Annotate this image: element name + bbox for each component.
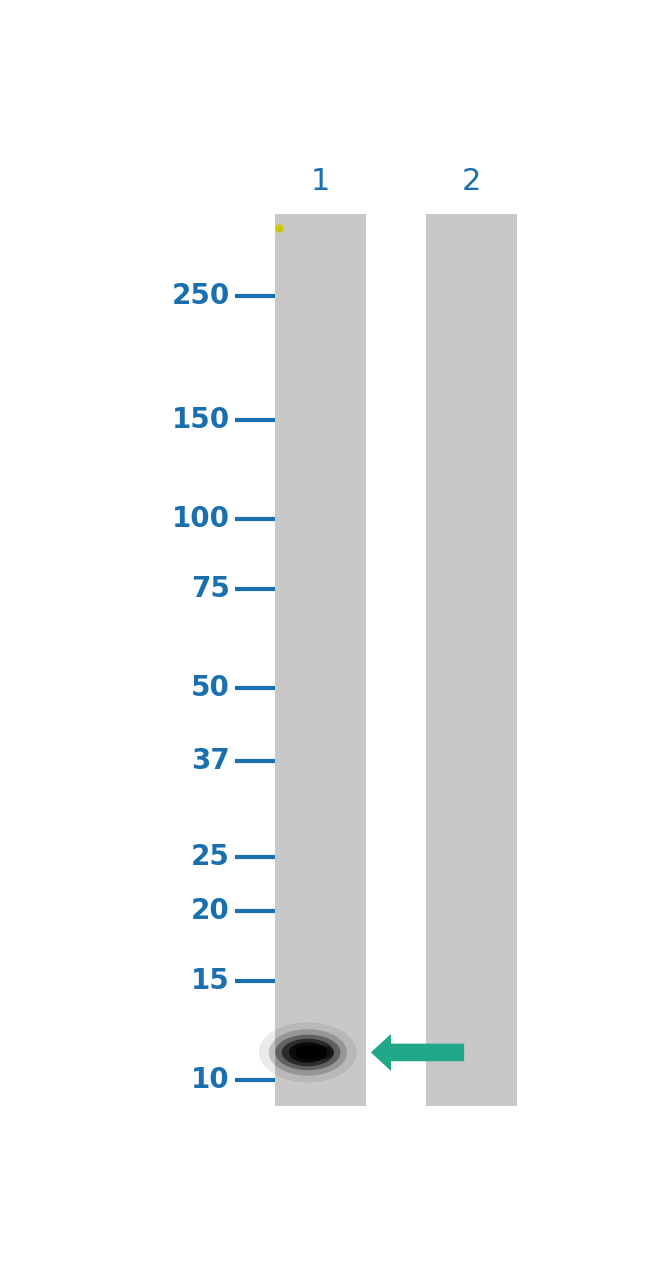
Text: 15: 15 (191, 968, 230, 996)
Ellipse shape (275, 1035, 341, 1071)
Ellipse shape (302, 1048, 315, 1057)
Ellipse shape (307, 1046, 330, 1058)
Bar (275, 215, 366, 1106)
Text: 250: 250 (172, 282, 230, 310)
Ellipse shape (268, 1029, 347, 1076)
Ellipse shape (289, 1043, 327, 1063)
Ellipse shape (281, 1039, 334, 1066)
Text: 2: 2 (462, 168, 482, 197)
Text: 75: 75 (191, 575, 230, 603)
Bar (426, 215, 517, 1106)
Text: 20: 20 (191, 897, 230, 926)
Text: 150: 150 (172, 406, 230, 434)
Text: 100: 100 (172, 505, 230, 533)
Text: 1: 1 (311, 168, 330, 197)
Text: 50: 50 (191, 674, 230, 702)
Ellipse shape (296, 1045, 320, 1059)
Text: 25: 25 (191, 843, 230, 871)
Ellipse shape (259, 1022, 357, 1082)
Ellipse shape (298, 1044, 333, 1060)
Text: 37: 37 (191, 747, 230, 776)
Text: 10: 10 (191, 1066, 230, 1093)
FancyArrow shape (371, 1034, 464, 1071)
